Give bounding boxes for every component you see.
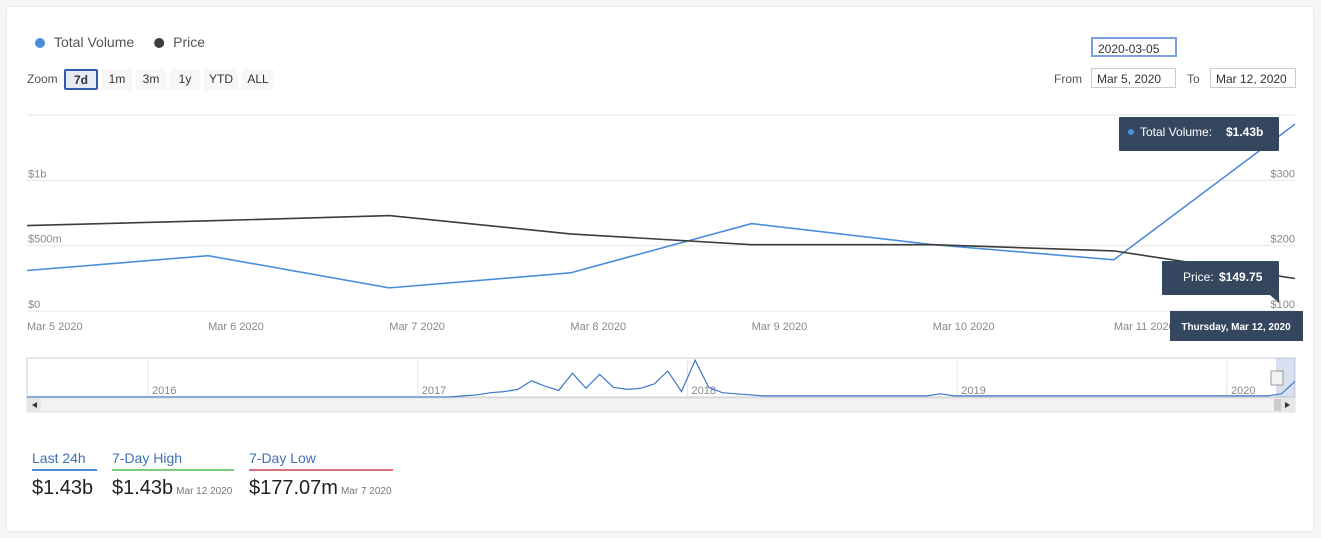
tooltip-box [1162, 261, 1279, 295]
tooltip-pointer [1270, 295, 1279, 303]
stat-number: $177.07m [249, 477, 338, 499]
series-line [26, 123, 1296, 289]
zoom-button[interactable]: 3m [136, 69, 166, 90]
tooltip-value: $149.75 [1219, 270, 1263, 284]
arrow-icon [1285, 402, 1290, 408]
date-input[interactable]: 2020-03-05 [1091, 37, 1177, 57]
tooltip-marker [1128, 129, 1134, 135]
stat-number: $1.43b [32, 477, 94, 499]
y-tick-label: $0 [28, 299, 40, 311]
stat-value: $1.43b [32, 477, 93, 500]
from-label: From [1054, 72, 1082, 86]
navigator-handle[interactable] [1270, 370, 1284, 386]
series-line [26, 214, 1296, 280]
legend-label: Total Volume [54, 34, 134, 50]
zoom-button[interactable]: 1y [170, 69, 200, 90]
legend-marker [35, 38, 45, 48]
navigator-line [27, 358, 1296, 398]
zoom-button[interactable]: 1m [102, 69, 132, 90]
tooltip-date: Thursday, Mar 12, 2020 [1181, 322, 1291, 333]
y-tick-label: $1b [28, 168, 46, 180]
tooltip: Total Volume: $1.43b Price: $149.75 Thursday… [1119, 117, 1303, 341]
tooltip-value: $1.43b [1226, 125, 1263, 139]
legend-label: Price [173, 34, 205, 50]
stat-number: $1.43b [112, 477, 174, 499]
arrow-icon [32, 402, 37, 408]
card [7, 7, 1313, 531]
stat-date: Mar 12 2020 [176, 486, 233, 497]
y-tick-label: $500m [28, 234, 62, 246]
tooltip-label: Total Volume: [1140, 125, 1212, 139]
y2-tick-label: $200 [1271, 234, 1295, 246]
stat-label: 7-Day Low [249, 450, 393, 471]
tooltip-label: Price: [1183, 270, 1214, 284]
stat-date: Mar 7 2020 [340, 486, 392, 497]
zoom-button[interactable]: YTD [204, 69, 238, 90]
x-tick-label: Mar 11 2020 [1114, 321, 1175, 333]
x-tick-label: Mar 10 2020 [933, 321, 995, 333]
navigator-mask [1276, 358, 1295, 397]
stat-label: Last 24h [32, 450, 97, 471]
to-input[interactable]: Mar 12, 2020 [1210, 68, 1296, 88]
from-input[interactable]: Mar 5, 2020 [1091, 68, 1176, 88]
x-tick-label: Mar 6 2020 [208, 321, 264, 333]
stat-label: 7-Day High [112, 450, 234, 471]
zoom-label: Zoom [27, 72, 58, 86]
stat-value: $177.07m Mar 7 2020 [249, 477, 392, 500]
y2-tick-label: $300 [1271, 168, 1295, 180]
zoom-button[interactable]: ALL [242, 69, 274, 90]
tooltip-box [1170, 311, 1303, 341]
x-tick-label: Mar 5 2020 [27, 321, 83, 333]
stat-value: $1.43b Mar 12 2020 [112, 477, 232, 500]
zoom-button[interactable]: 7d [64, 69, 98, 90]
x-tick-label: Mar 9 2020 [752, 321, 808, 333]
tooltip-box [1119, 117, 1279, 151]
navigator-label: 2017 [422, 385, 446, 397]
scrollbar-track [26, 397, 1296, 413]
navigator-label: 2020 [1231, 385, 1255, 397]
navigator-label: 2016 [152, 385, 176, 397]
to-label: To [1187, 72, 1200, 86]
navigator-label: 2018 [692, 385, 716, 397]
navigator-label: 2019 [961, 385, 985, 397]
scrollbar-thumb[interactable] [1274, 399, 1281, 411]
legend-marker [154, 38, 165, 48]
x-tick-label: Mar 8 2020 [570, 321, 626, 333]
x-tick-label: Mar 7 2020 [389, 321, 445, 333]
y2-tick-label: $100 [1271, 299, 1295, 311]
